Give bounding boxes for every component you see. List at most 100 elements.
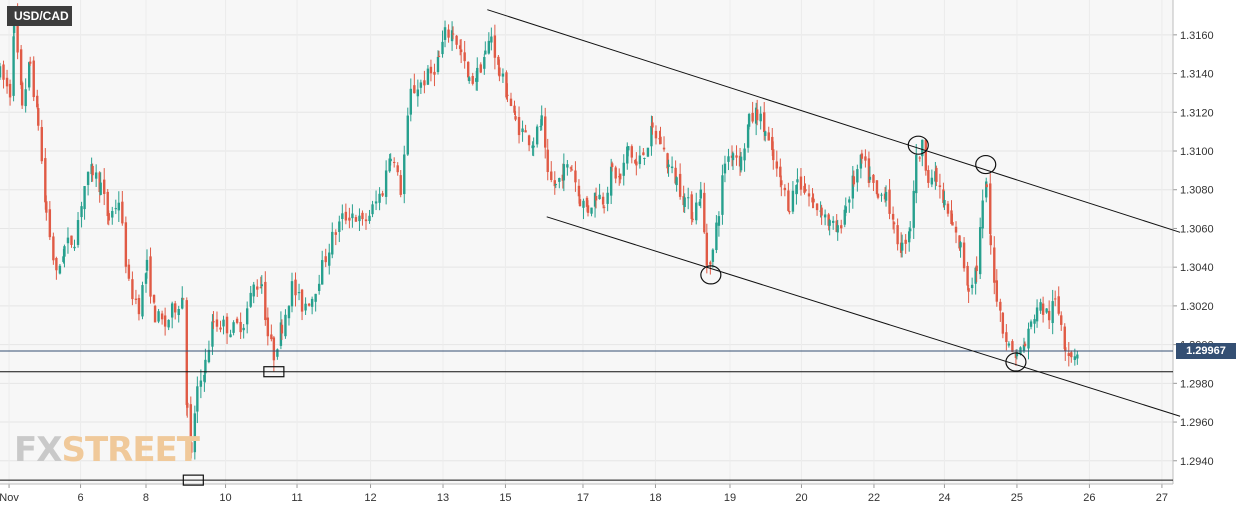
candle-body: [371, 204, 374, 215]
x-tick-label: 25: [1011, 492, 1023, 504]
candle-body: [739, 156, 743, 171]
candle-body: [860, 153, 864, 159]
trend-line: [546, 216, 1181, 417]
candle-body: [450, 30, 454, 42]
candle-body: [310, 298, 314, 307]
candle-body: [1022, 344, 1026, 351]
candle-body: [479, 64, 482, 73]
candle-body: [144, 273, 148, 284]
candle-body: [20, 82, 24, 106]
candle-body: [107, 213, 110, 221]
candle-body: [211, 321, 214, 347]
candle-body: [659, 136, 662, 145]
candle-body: [540, 115, 543, 126]
candle-body: [294, 279, 297, 296]
candle-body: [930, 177, 934, 185]
candle-body: [909, 228, 912, 232]
candle-body: [199, 380, 203, 387]
candle-body: [807, 193, 811, 197]
candle-body: [959, 242, 962, 248]
candle-body: [443, 27, 447, 40]
candle-body: [918, 157, 921, 159]
candle-body: [709, 262, 712, 265]
candle-body: [670, 166, 674, 169]
candle-body: [513, 105, 516, 113]
y-tick-label: 1.3080: [1180, 185, 1214, 197]
candle-body: [399, 175, 402, 195]
candle-body: [711, 249, 715, 262]
candle-body: [204, 359, 207, 374]
candle-body: [501, 73, 505, 77]
x-tick-label: 10: [219, 492, 231, 504]
pivot-circle-marker: [907, 135, 929, 155]
candle-body: [582, 200, 585, 208]
candle-body: [562, 164, 566, 181]
candle-body: [1063, 326, 1066, 350]
candle-body: [392, 161, 396, 163]
candle-body: [182, 298, 185, 300]
candle-body: [626, 146, 629, 164]
candle-body: [1035, 307, 1039, 322]
candle-body: [423, 80, 426, 86]
candle-body: [999, 301, 1002, 311]
candle-body: [527, 135, 531, 146]
candle-body: [12, 36, 15, 96]
candle-body: [80, 206, 83, 218]
candle-body: [497, 56, 500, 65]
candle-body: [691, 218, 694, 220]
candle-body: [804, 189, 807, 192]
candle-body: [569, 167, 573, 169]
candle-body: [970, 284, 974, 289]
candle-body: [173, 303, 177, 313]
candle-body: [354, 217, 358, 222]
candle-body: [280, 324, 284, 334]
candle-body: [978, 227, 982, 275]
candle-body: [880, 194, 883, 196]
x-tick-label: 18: [649, 492, 661, 504]
candle-body: [743, 148, 746, 161]
candle-body: [487, 40, 491, 54]
x-tick-label: 12: [364, 492, 376, 504]
candle-body: [643, 157, 646, 159]
candle-body: [650, 125, 653, 147]
candle-body: [409, 88, 413, 115]
candle-body: [94, 172, 98, 179]
candle-body: [627, 146, 630, 151]
candle-body: [938, 185, 942, 187]
y-tick-label: 1.3020: [1180, 301, 1214, 313]
candle-body: [451, 33, 455, 35]
candle-body: [396, 165, 399, 173]
candle-body: [993, 247, 996, 283]
candle-body: [924, 139, 928, 171]
candle-body: [287, 306, 291, 319]
candle-body: [852, 176, 856, 185]
candle-body: [989, 183, 992, 235]
candle-body: [127, 264, 131, 279]
candle-body: [578, 199, 582, 207]
candle-body: [900, 242, 904, 251]
candle-body: [763, 112, 766, 133]
candle-body: [601, 196, 605, 205]
candle-body: [153, 305, 157, 323]
candle-body: [570, 169, 574, 171]
candle-body: [455, 35, 458, 45]
candle-body: [610, 163, 614, 168]
candle-body: [521, 128, 524, 133]
candle-body: [437, 55, 441, 57]
candle-body: [5, 77, 9, 87]
y-tick-label: 1.2940: [1180, 456, 1214, 468]
y-tick-label: 1.2980: [1180, 378, 1214, 390]
candle-body: [259, 287, 262, 289]
candle-body: [348, 217, 351, 221]
candle-body: [630, 146, 634, 158]
candle-body: [58, 265, 62, 274]
candle-body: [524, 130, 527, 133]
candle-body: [1060, 315, 1063, 325]
candle-body: [791, 190, 795, 212]
candle-body: [875, 180, 879, 195]
candle-body: [859, 154, 863, 169]
candle-body: [951, 222, 954, 226]
candle-body: [163, 315, 167, 327]
candle-body: [76, 220, 80, 245]
